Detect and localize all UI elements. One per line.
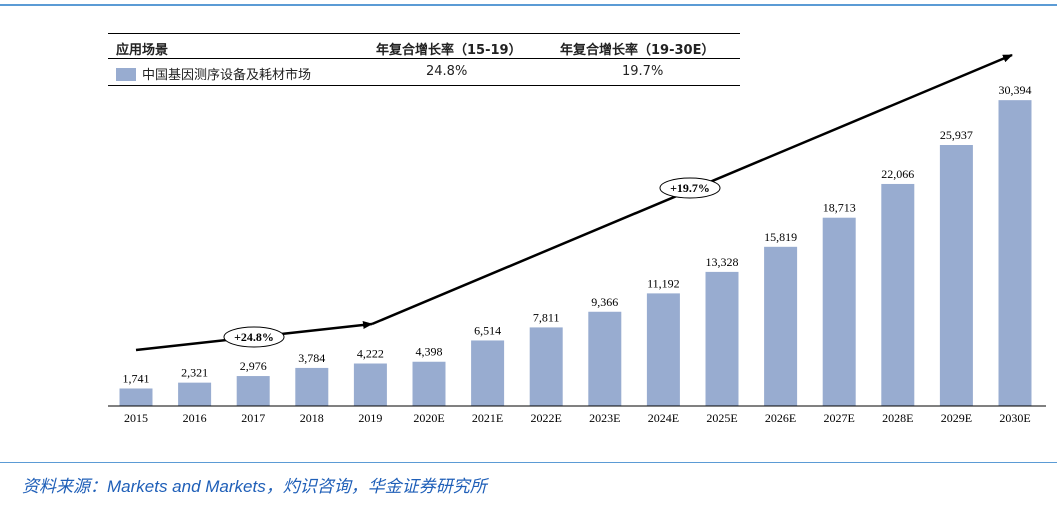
cagr-table-header: 应用场景 年复合增长率（15-19） 年复合增长率（19-30E） [108, 33, 740, 59]
bar-2026E [764, 246, 798, 406]
bar-2029E [939, 145, 973, 406]
data-label-2030E: 30,394 [999, 83, 1032, 97]
data-label-2019: 4,222 [357, 347, 384, 361]
x-tick-2028E: 2028E [882, 411, 913, 425]
bar-2024E [646, 293, 680, 406]
cagr-annotation-1: +24.8% [234, 330, 274, 344]
row-cagr-19-30: 19.7% [622, 64, 664, 79]
x-tick-2029E: 2029E [941, 411, 972, 425]
x-tick-2030E: 2030E [999, 411, 1030, 425]
x-tick-2023E: 2023E [589, 411, 620, 425]
bar-2019 [353, 363, 387, 406]
header-scenario: 应用场景 [116, 43, 169, 58]
row-cagr-15-19: 24.8% [426, 64, 468, 79]
data-label-2021E: 6,514 [474, 323, 501, 337]
data-label-2024E: 11,192 [647, 276, 680, 290]
x-tick-2015: 2015 [124, 411, 148, 425]
x-tick-2022E: 2022E [531, 411, 562, 425]
x-tick-2027E: 2027E [824, 411, 855, 425]
header-cagr-15-19: 年复合增长率（15-19） [376, 43, 522, 58]
bar-2015 [119, 388, 153, 406]
data-label-2028E: 22,066 [881, 167, 914, 181]
bar-2020E [412, 361, 446, 406]
data-label-2027E: 18,713 [823, 201, 856, 215]
x-tick-2018: 2018 [300, 411, 324, 425]
bar-2030E [998, 100, 1032, 407]
data-label-2029E: 25,937 [940, 128, 973, 142]
bar-2027E [822, 217, 856, 406]
bar-2022E [529, 327, 563, 406]
header-cagr-19-30: 年复合增长率（19-30E） [560, 43, 715, 58]
bar-2021E [471, 340, 505, 406]
legend-swatch [116, 68, 136, 81]
cagr-bubble-2 [659, 177, 721, 199]
x-tick-2025E: 2025E [706, 411, 737, 425]
x-tick-2019: 2019 [358, 411, 382, 425]
bar-2017 [236, 376, 270, 406]
cagr-bubble-1 [223, 326, 285, 348]
data-label-2016: 2,321 [181, 366, 208, 380]
bottom-rule [0, 462, 1057, 463]
x-tick-2017: 2017 [241, 411, 265, 425]
x-tick-2020E: 2020E [413, 411, 444, 425]
bar-2025E [705, 271, 739, 406]
cagr-annotation-2: +19.7% [670, 181, 710, 195]
data-label-2017: 2,976 [240, 359, 267, 373]
cagr-table-row: 中国基因测序设备及耗材市场 24.8% 19.7% [108, 59, 740, 86]
data-label-2022E: 7,811 [533, 310, 560, 324]
bar-2016 [178, 382, 212, 406]
cagr-table: 应用场景 年复合增长率（15-19） 年复合增长率（19-30E） 中国基因测序… [108, 33, 740, 86]
x-tick-2026E: 2026E [765, 411, 796, 425]
bar-2023E [588, 311, 622, 406]
legend-label: 中国基因测序设备及耗材市场 [142, 68, 312, 83]
data-label-2020E: 4,398 [416, 345, 443, 359]
data-label-2023E: 9,366 [591, 295, 618, 309]
row-label: 中国基因测序设备及耗材市场 [116, 64, 311, 83]
data-label-2018: 3,784 [298, 351, 325, 365]
data-label-2015: 1,741 [123, 371, 150, 385]
data-label-2026E: 15,819 [764, 230, 797, 244]
bar-2028E [881, 183, 915, 406]
data-label-2025E: 13,328 [706, 255, 739, 269]
bar-chart: 1,741 2,321 2,976 3,784 4,222 4,398 6,514 7,811… [108, 53, 1046, 425]
x-tick-2021E: 2021E [472, 411, 503, 425]
top-rule [0, 4, 1057, 6]
x-tick-2016: 2016 [183, 411, 207, 425]
source-note: 资料来源：Markets and Markets，灼识咨询，华金证券研究所 [22, 477, 487, 496]
bar-2018 [295, 367, 329, 406]
x-tick-2024E: 2024E [648, 411, 679, 425]
